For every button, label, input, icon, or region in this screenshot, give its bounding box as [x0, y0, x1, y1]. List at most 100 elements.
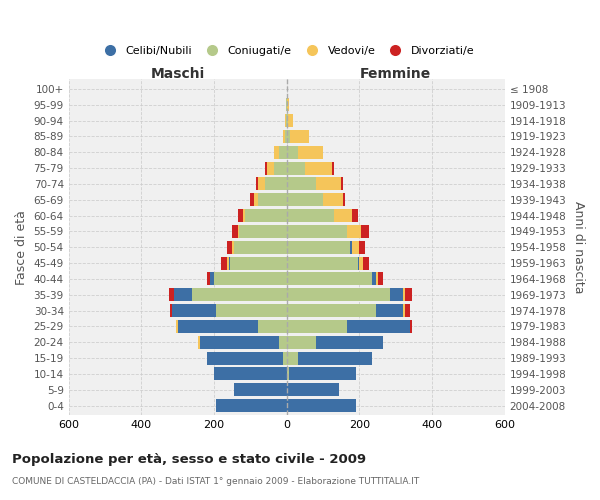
Bar [391, 288, 403, 302]
Bar [214, 272, 287, 285]
Bar [287, 162, 305, 174]
Bar [376, 304, 403, 317]
Bar [287, 272, 372, 285]
Bar [239, 225, 287, 238]
Bar [288, 114, 293, 127]
Bar [280, 336, 287, 349]
Bar [298, 352, 372, 364]
Bar [343, 194, 345, 206]
Bar [234, 384, 287, 396]
Bar [287, 384, 340, 396]
Bar [230, 256, 287, 270]
Bar [211, 272, 214, 285]
Bar [286, 114, 287, 127]
Bar [347, 225, 361, 238]
Bar [377, 272, 383, 285]
Bar [243, 209, 245, 222]
Bar [359, 241, 365, 254]
Bar [267, 162, 274, 174]
Bar [227, 256, 229, 270]
Bar [334, 209, 352, 222]
Bar [358, 256, 359, 270]
Bar [274, 146, 280, 159]
Bar [410, 320, 412, 333]
Bar [359, 256, 363, 270]
Text: Maschi: Maschi [151, 67, 205, 81]
Bar [234, 241, 287, 254]
Bar [257, 178, 265, 190]
Bar [265, 178, 287, 190]
Legend: Celibi/Nubili, Coniugati/e, Vedovi/e, Divorziati/e: Celibi/Nubili, Coniugati/e, Vedovi/e, Di… [95, 42, 479, 60]
Text: Femmine: Femmine [360, 67, 431, 81]
Bar [207, 272, 211, 285]
Bar [287, 178, 316, 190]
Bar [287, 130, 290, 143]
Bar [285, 130, 287, 143]
Bar [172, 304, 216, 317]
Bar [323, 194, 343, 206]
Bar [265, 162, 267, 174]
Text: COMUNE DI CASTELDACCIA (PA) - Dati ISTAT 1° gennaio 2009 - Elaborazione TUTTITAL: COMUNE DI CASTELDACCIA (PA) - Dati ISTAT… [12, 478, 419, 486]
Bar [257, 320, 287, 333]
Bar [216, 304, 287, 317]
Bar [352, 209, 358, 222]
Bar [274, 162, 287, 174]
Bar [298, 146, 323, 159]
Bar [287, 320, 347, 333]
Bar [200, 336, 280, 349]
Bar [283, 130, 285, 143]
Bar [350, 241, 352, 254]
Bar [287, 98, 289, 112]
Bar [227, 241, 232, 254]
Bar [372, 272, 376, 285]
Bar [305, 162, 332, 174]
Bar [287, 256, 358, 270]
Bar [221, 256, 227, 270]
Bar [403, 304, 405, 317]
Bar [238, 225, 239, 238]
Bar [238, 209, 243, 222]
Bar [287, 209, 334, 222]
Bar [254, 194, 257, 206]
Bar [197, 336, 200, 349]
Bar [287, 352, 298, 364]
Bar [287, 114, 288, 127]
Bar [341, 178, 343, 190]
Y-axis label: Anni di nascita: Anni di nascita [572, 201, 585, 294]
Bar [332, 162, 334, 174]
Bar [216, 399, 287, 412]
Bar [361, 225, 368, 238]
Bar [287, 225, 347, 238]
Bar [287, 241, 350, 254]
Bar [316, 336, 383, 349]
Bar [287, 194, 323, 206]
Bar [170, 304, 172, 317]
Bar [287, 146, 298, 159]
Bar [250, 194, 254, 206]
Bar [352, 241, 359, 254]
Bar [287, 368, 289, 380]
Bar [363, 256, 368, 270]
Bar [169, 288, 174, 302]
Bar [232, 225, 238, 238]
Bar [405, 304, 410, 317]
Bar [283, 352, 287, 364]
Bar [256, 178, 257, 190]
Bar [376, 272, 377, 285]
Bar [316, 178, 341, 190]
Bar [207, 352, 283, 364]
Bar [245, 209, 287, 222]
Bar [290, 130, 308, 143]
Bar [287, 399, 356, 412]
Bar [347, 320, 410, 333]
Bar [214, 368, 287, 380]
Y-axis label: Fasce di età: Fasce di età [15, 210, 28, 285]
Bar [229, 256, 230, 270]
Bar [280, 146, 287, 159]
Bar [405, 288, 412, 302]
Bar [257, 194, 287, 206]
Bar [403, 288, 405, 302]
Bar [192, 288, 287, 302]
Bar [287, 288, 391, 302]
Bar [174, 288, 192, 302]
